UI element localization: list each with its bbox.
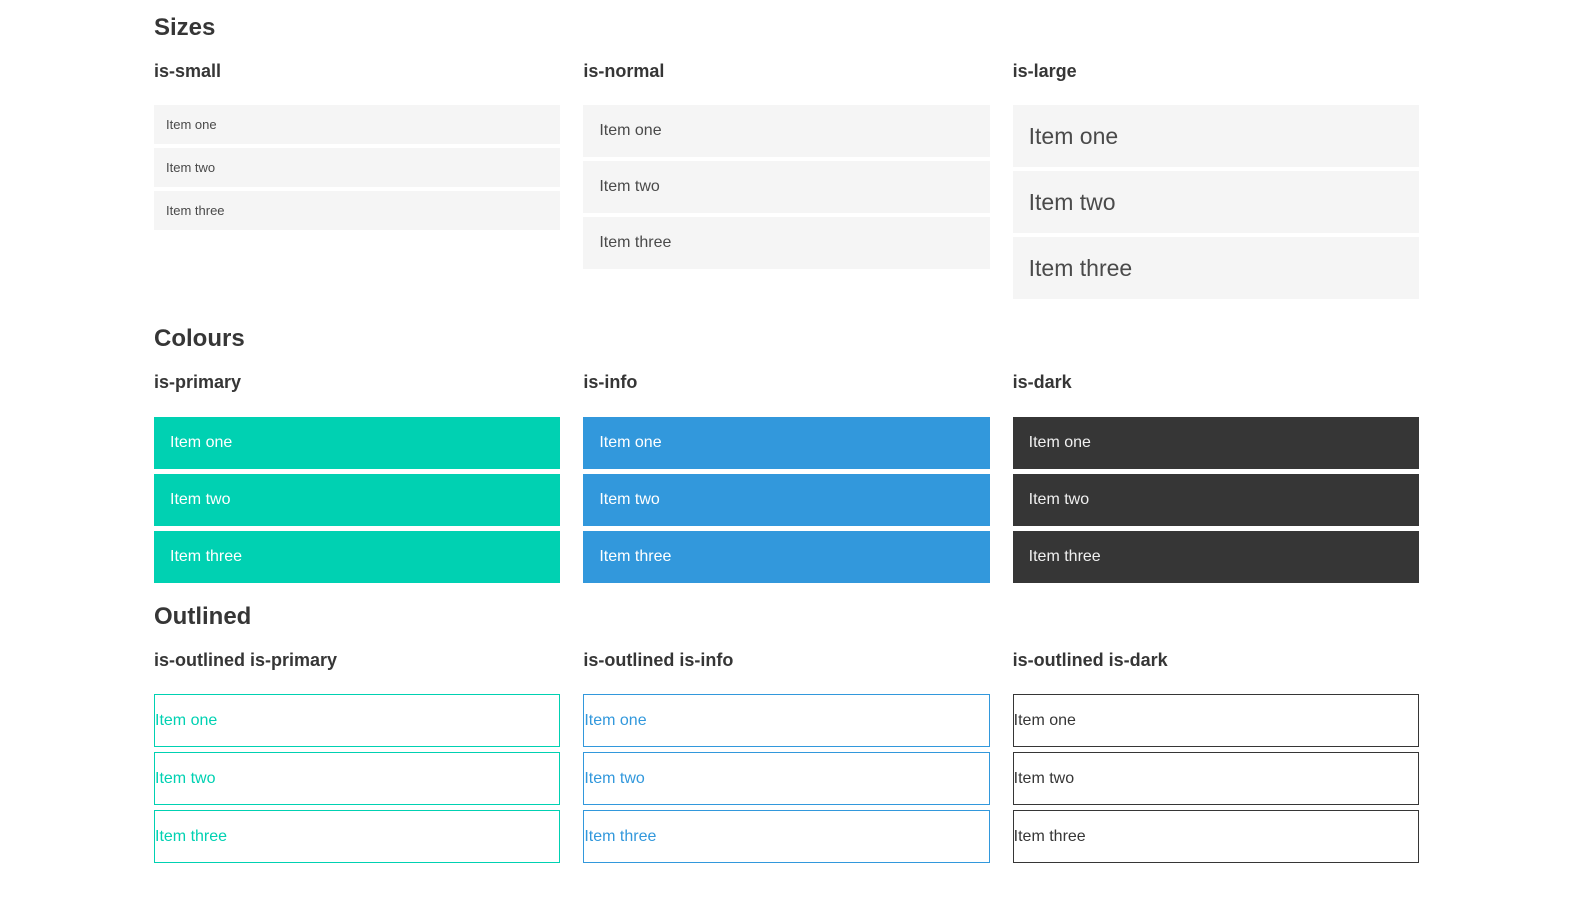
section-colours: Colours is-primary Item one Item two Ite…: [154, 325, 1419, 583]
list-item[interactable]: Item three: [583, 217, 990, 270]
list-item[interactable]: Item three: [583, 530, 990, 583]
section-title-sizes: Sizes: [154, 14, 216, 41]
list-item[interactable]: Item one: [583, 694, 990, 748]
list-item[interactable]: Item one: [1012, 105, 1419, 168]
colours-columns: is-primary Item one Item two Item three …: [154, 354, 1419, 583]
list-item[interactable]: Item one: [1012, 694, 1419, 748]
item-list-primary: Item one Item two Item three: [154, 416, 561, 583]
section-title-outlined: Outlined: [154, 602, 252, 630]
list-item[interactable]: Item two: [1012, 473, 1419, 526]
list-item[interactable]: Item three: [154, 530, 561, 583]
group-label-is-dark: is-dark: [1012, 372, 1072, 393]
list-item[interactable]: Item three: [1012, 237, 1419, 300]
list-item[interactable]: Item two: [583, 473, 990, 526]
list-item[interactable]: Item two: [154, 473, 561, 526]
list-item[interactable]: Item two: [1012, 171, 1419, 234]
list-item[interactable]: Item three: [1012, 530, 1419, 583]
list-item[interactable]: Item one: [154, 416, 561, 469]
column-is-normal: is-normal Item one Item two Item three: [583, 43, 990, 300]
group-label-is-info: is-info: [583, 372, 638, 393]
group-label-outlined-dark: is-outlined is-dark: [1012, 649, 1168, 670]
column-is-primary: is-primary Item one Item two Item three: [154, 354, 561, 583]
list-item[interactable]: Item two: [154, 148, 561, 188]
list-item[interactable]: Item two: [583, 752, 990, 806]
list-item[interactable]: Item two: [154, 752, 561, 806]
list-item[interactable]: Item two: [1012, 752, 1419, 806]
item-list-normal: Item one Item two Item three: [583, 105, 990, 270]
column-outlined-info: is-outlined is-info Item one Item two It…: [583, 632, 990, 864]
section-outlined: Outlined is-outlined is-primary Item one…: [154, 602, 1419, 864]
section-title-colours: Colours: [154, 325, 245, 353]
item-list-dark: Item one Item two Item three: [1012, 416, 1419, 583]
group-label-is-large: is-large: [1012, 60, 1077, 81]
outlined-columns: is-outlined is-primary Item one Item two…: [154, 632, 1419, 864]
list-item[interactable]: Item one: [154, 105, 561, 145]
list-item[interactable]: Item three: [583, 810, 990, 864]
column-is-info: is-info Item one Item two Item three: [583, 354, 990, 583]
list-item[interactable]: Item two: [583, 161, 990, 214]
list-item[interactable]: Item three: [1012, 810, 1419, 864]
column-is-large: is-large Item one Item two Item three: [1012, 43, 1419, 300]
list-item[interactable]: Item one: [154, 694, 561, 748]
group-label-is-primary: is-primary: [154, 372, 242, 393]
item-list-info: Item one Item two Item three: [583, 416, 990, 583]
list-item[interactable]: Item three: [154, 191, 561, 231]
column-is-dark: is-dark Item one Item two Item three: [1012, 354, 1419, 583]
list-item[interactable]: Item one: [1012, 416, 1419, 469]
column-outlined-primary: is-outlined is-primary Item one Item two…: [154, 632, 561, 864]
group-label-outlined-info: is-outlined is-info: [583, 649, 734, 670]
list-item[interactable]: Item one: [583, 105, 990, 158]
group-label-outlined-primary: is-outlined is-primary: [154, 649, 338, 670]
column-is-small: is-small Item one Item two Item three: [154, 43, 561, 300]
list-item[interactable]: Item one: [583, 416, 990, 469]
component-demo-page: Sizes is-small Item one Item two Item th…: [154, 0, 1419, 864]
item-list-outlined-dark: Item one Item two Item three: [1012, 694, 1419, 864]
column-outlined-dark: is-outlined is-dark Item one Item two It…: [1012, 632, 1419, 864]
item-list-small: Item one Item two Item three: [154, 105, 561, 231]
list-item[interactable]: Item three: [154, 810, 561, 864]
sizes-columns: is-small Item one Item two Item three is…: [154, 43, 1419, 300]
item-list-outlined-info: Item one Item two Item three: [583, 694, 990, 864]
group-label-is-normal: is-normal: [583, 60, 665, 81]
item-list-outlined-primary: Item one Item two Item three: [154, 694, 561, 864]
section-sizes: Sizes is-small Item one Item two Item th…: [154, 14, 1419, 300]
group-label-is-small: is-small: [154, 60, 222, 81]
item-list-large: Item one Item two Item three: [1012, 105, 1419, 300]
